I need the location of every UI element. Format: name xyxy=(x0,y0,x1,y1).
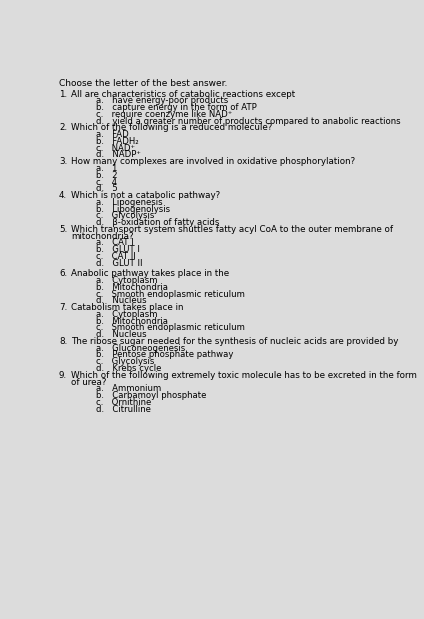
Text: 9.: 9. xyxy=(59,371,67,379)
Text: a.   1: a. 1 xyxy=(96,164,117,173)
Text: d.   β-oxidation of fatty acids: d. β-oxidation of fatty acids xyxy=(96,218,219,227)
Text: c.   Smooth endoplasmic reticulum: c. Smooth endoplasmic reticulum xyxy=(96,323,245,332)
Text: The ribose sugar needed for the synthesis of nucleic acids are provided by: The ribose sugar needed for the synthesi… xyxy=(71,337,399,346)
Text: a.   Cytoplasm: a. Cytoplasm xyxy=(96,310,157,319)
Text: Which is not a catabolic pathway?: Which is not a catabolic pathway? xyxy=(71,191,220,200)
Text: Which of the following extremely toxic molecule has to be excreted in the form: Which of the following extremely toxic m… xyxy=(71,371,417,379)
Text: 8.: 8. xyxy=(59,337,67,346)
Text: a.   Ammonium: a. Ammonium xyxy=(96,384,161,393)
Text: c.   require coenzyme like NAD⁺: c. require coenzyme like NAD⁺ xyxy=(96,110,232,119)
Text: d.   yield a greater number of products compared to anabolic reactions: d. yield a greater number of products co… xyxy=(96,116,400,126)
Text: Which of the following is a reduced molecule?: Which of the following is a reduced mole… xyxy=(71,123,273,132)
Text: b.   GLUT I: b. GLUT I xyxy=(96,245,139,254)
Text: 5.: 5. xyxy=(59,225,67,234)
Text: a.   CAT I: a. CAT I xyxy=(96,238,134,248)
Text: b.   Carbamoyl phosphate: b. Carbamoyl phosphate xyxy=(96,391,206,400)
Text: b.   capture energy in the form of ATP: b. capture energy in the form of ATP xyxy=(96,103,257,112)
Text: d.   Krebs cycle: d. Krebs cycle xyxy=(96,364,161,373)
Text: 2.: 2. xyxy=(59,123,67,132)
Text: d.   5: d. 5 xyxy=(96,184,117,193)
Text: Which transport system shuttles fatty acyl CoA to the outer membrane of: Which transport system shuttles fatty ac… xyxy=(71,225,393,234)
Text: c.   NAD⁺: c. NAD⁺ xyxy=(96,144,135,153)
Text: c.   CAT II: c. CAT II xyxy=(96,252,136,261)
Text: d.   Nucleus: d. Nucleus xyxy=(96,330,146,339)
Text: How many complexes are involved in oxidative phosphorylation?: How many complexes are involved in oxida… xyxy=(71,157,355,167)
Text: Choose the letter of the best answer.: Choose the letter of the best answer. xyxy=(59,79,227,88)
Text: c.   4: c. 4 xyxy=(96,178,117,186)
Text: d.   Citrulline: d. Citrulline xyxy=(96,405,151,413)
Text: a.   FAD: a. FAD xyxy=(96,130,128,139)
Text: c.   Ornithine: c. Ornithine xyxy=(96,398,151,407)
Text: 3.: 3. xyxy=(59,157,67,167)
Text: c.   Glycolysis: c. Glycolysis xyxy=(96,211,154,220)
Text: c.   Smooth endoplasmic reticulum: c. Smooth endoplasmic reticulum xyxy=(96,290,245,298)
Text: b.   Mitochondria: b. Mitochondria xyxy=(96,283,168,292)
Text: Catabolism takes place in: Catabolism takes place in xyxy=(71,303,184,312)
Text: a.   Lipogenesis: a. Lipogenesis xyxy=(96,198,162,207)
Text: d.   Nucleus: d. Nucleus xyxy=(96,297,146,305)
Text: 7.: 7. xyxy=(59,303,67,312)
Text: 6.: 6. xyxy=(59,269,67,278)
Text: a.   Gluconeogenesis: a. Gluconeogenesis xyxy=(96,344,185,353)
Text: d.   GLUT II: d. GLUT II xyxy=(96,259,142,268)
Text: a.   have energy-poor products: a. have energy-poor products xyxy=(96,97,228,105)
Text: All are characteristics of catabolic reactions except: All are characteristics of catabolic rea… xyxy=(71,90,295,98)
Text: c.   Glycolysis: c. Glycolysis xyxy=(96,357,154,366)
Text: Anabolic pathway takes place in the: Anabolic pathway takes place in the xyxy=(71,269,229,278)
Text: mitochondria?: mitochondria? xyxy=(71,232,134,241)
Text: 1.: 1. xyxy=(59,90,67,98)
Text: a.   Cytoplasm: a. Cytoplasm xyxy=(96,276,157,285)
Text: of urea?: of urea? xyxy=(71,378,106,386)
Text: b.   Lipogenolysis: b. Lipogenolysis xyxy=(96,205,170,214)
Text: 4.: 4. xyxy=(59,191,67,200)
Text: b.   FADH₂: b. FADH₂ xyxy=(96,137,138,146)
Text: b.   Mitochondria: b. Mitochondria xyxy=(96,316,168,326)
Text: b.   Pentose phosphate pathway: b. Pentose phosphate pathway xyxy=(96,350,233,360)
Text: b.   2: b. 2 xyxy=(96,171,117,180)
Text: d.   NADP⁺: d. NADP⁺ xyxy=(96,150,141,160)
